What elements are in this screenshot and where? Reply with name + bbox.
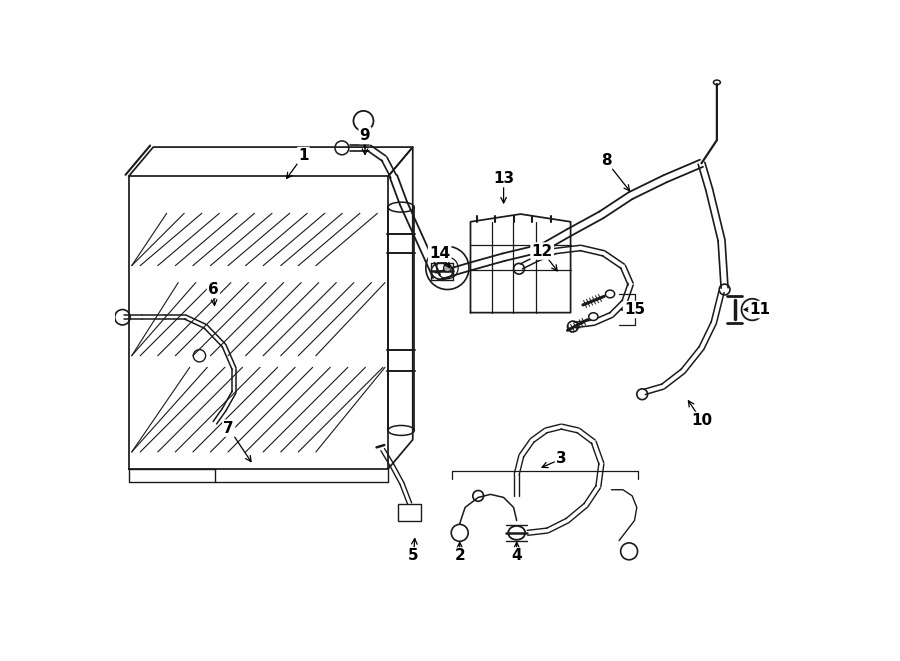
Text: 14: 14 (429, 246, 450, 261)
Text: 5: 5 (409, 549, 419, 563)
Text: 2: 2 (454, 549, 465, 563)
Text: 9: 9 (360, 128, 370, 143)
Ellipse shape (589, 313, 598, 321)
Text: 8: 8 (600, 153, 611, 169)
Text: 12: 12 (532, 243, 553, 258)
Text: 4: 4 (511, 549, 522, 563)
Text: 1: 1 (298, 148, 309, 163)
Text: 11: 11 (750, 302, 770, 317)
Ellipse shape (444, 264, 451, 272)
Text: 3: 3 (556, 451, 567, 467)
Text: 10: 10 (691, 413, 712, 428)
Text: 13: 13 (493, 171, 514, 186)
Text: 7: 7 (223, 420, 234, 436)
Ellipse shape (606, 290, 615, 298)
Text: 6: 6 (208, 282, 219, 297)
Text: 15: 15 (624, 302, 645, 317)
FancyBboxPatch shape (398, 504, 421, 520)
